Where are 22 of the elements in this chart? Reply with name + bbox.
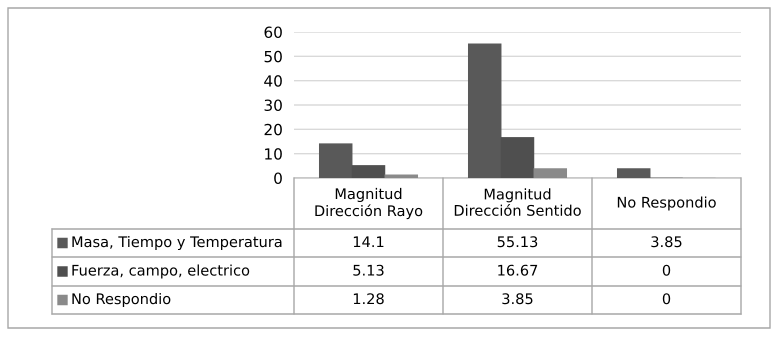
data-label: 1.28 (354, 293, 384, 304)
data-label: 14.1 (354, 236, 384, 248)
legend-label: Masa, Tiempo y Temperatura (72, 236, 282, 250)
y-tick-label: 40 (264, 75, 282, 87)
data-label: 55.13 (498, 236, 538, 248)
data-label: 5.13 (353, 264, 384, 276)
y-tick-label: 50 (264, 50, 282, 62)
y-tick-label: 0 (274, 172, 282, 184)
y-tick-label: 60 (264, 26, 282, 38)
data-label: 3.85 (502, 293, 532, 304)
y-tick-label: 10 (265, 148, 282, 160)
x-tick-label: No Respondio (618, 196, 716, 211)
data-label: 3.85 (651, 236, 682, 248)
legend-label: No Respondio (72, 292, 170, 308)
data-label: 0 (662, 264, 670, 276)
y-tick-label: 20 (264, 124, 282, 136)
data-label: 16.67 (498, 264, 538, 276)
x-tick-label: Magnitud Dirección Rayo (315, 188, 422, 220)
x-tick-label: Magnitud Dirección Sentido (454, 188, 581, 216)
data-label: 0 (662, 293, 670, 304)
legend-label: Fuerza, campo, electrico (72, 264, 250, 279)
y-tick-label: 30 (264, 99, 282, 112)
